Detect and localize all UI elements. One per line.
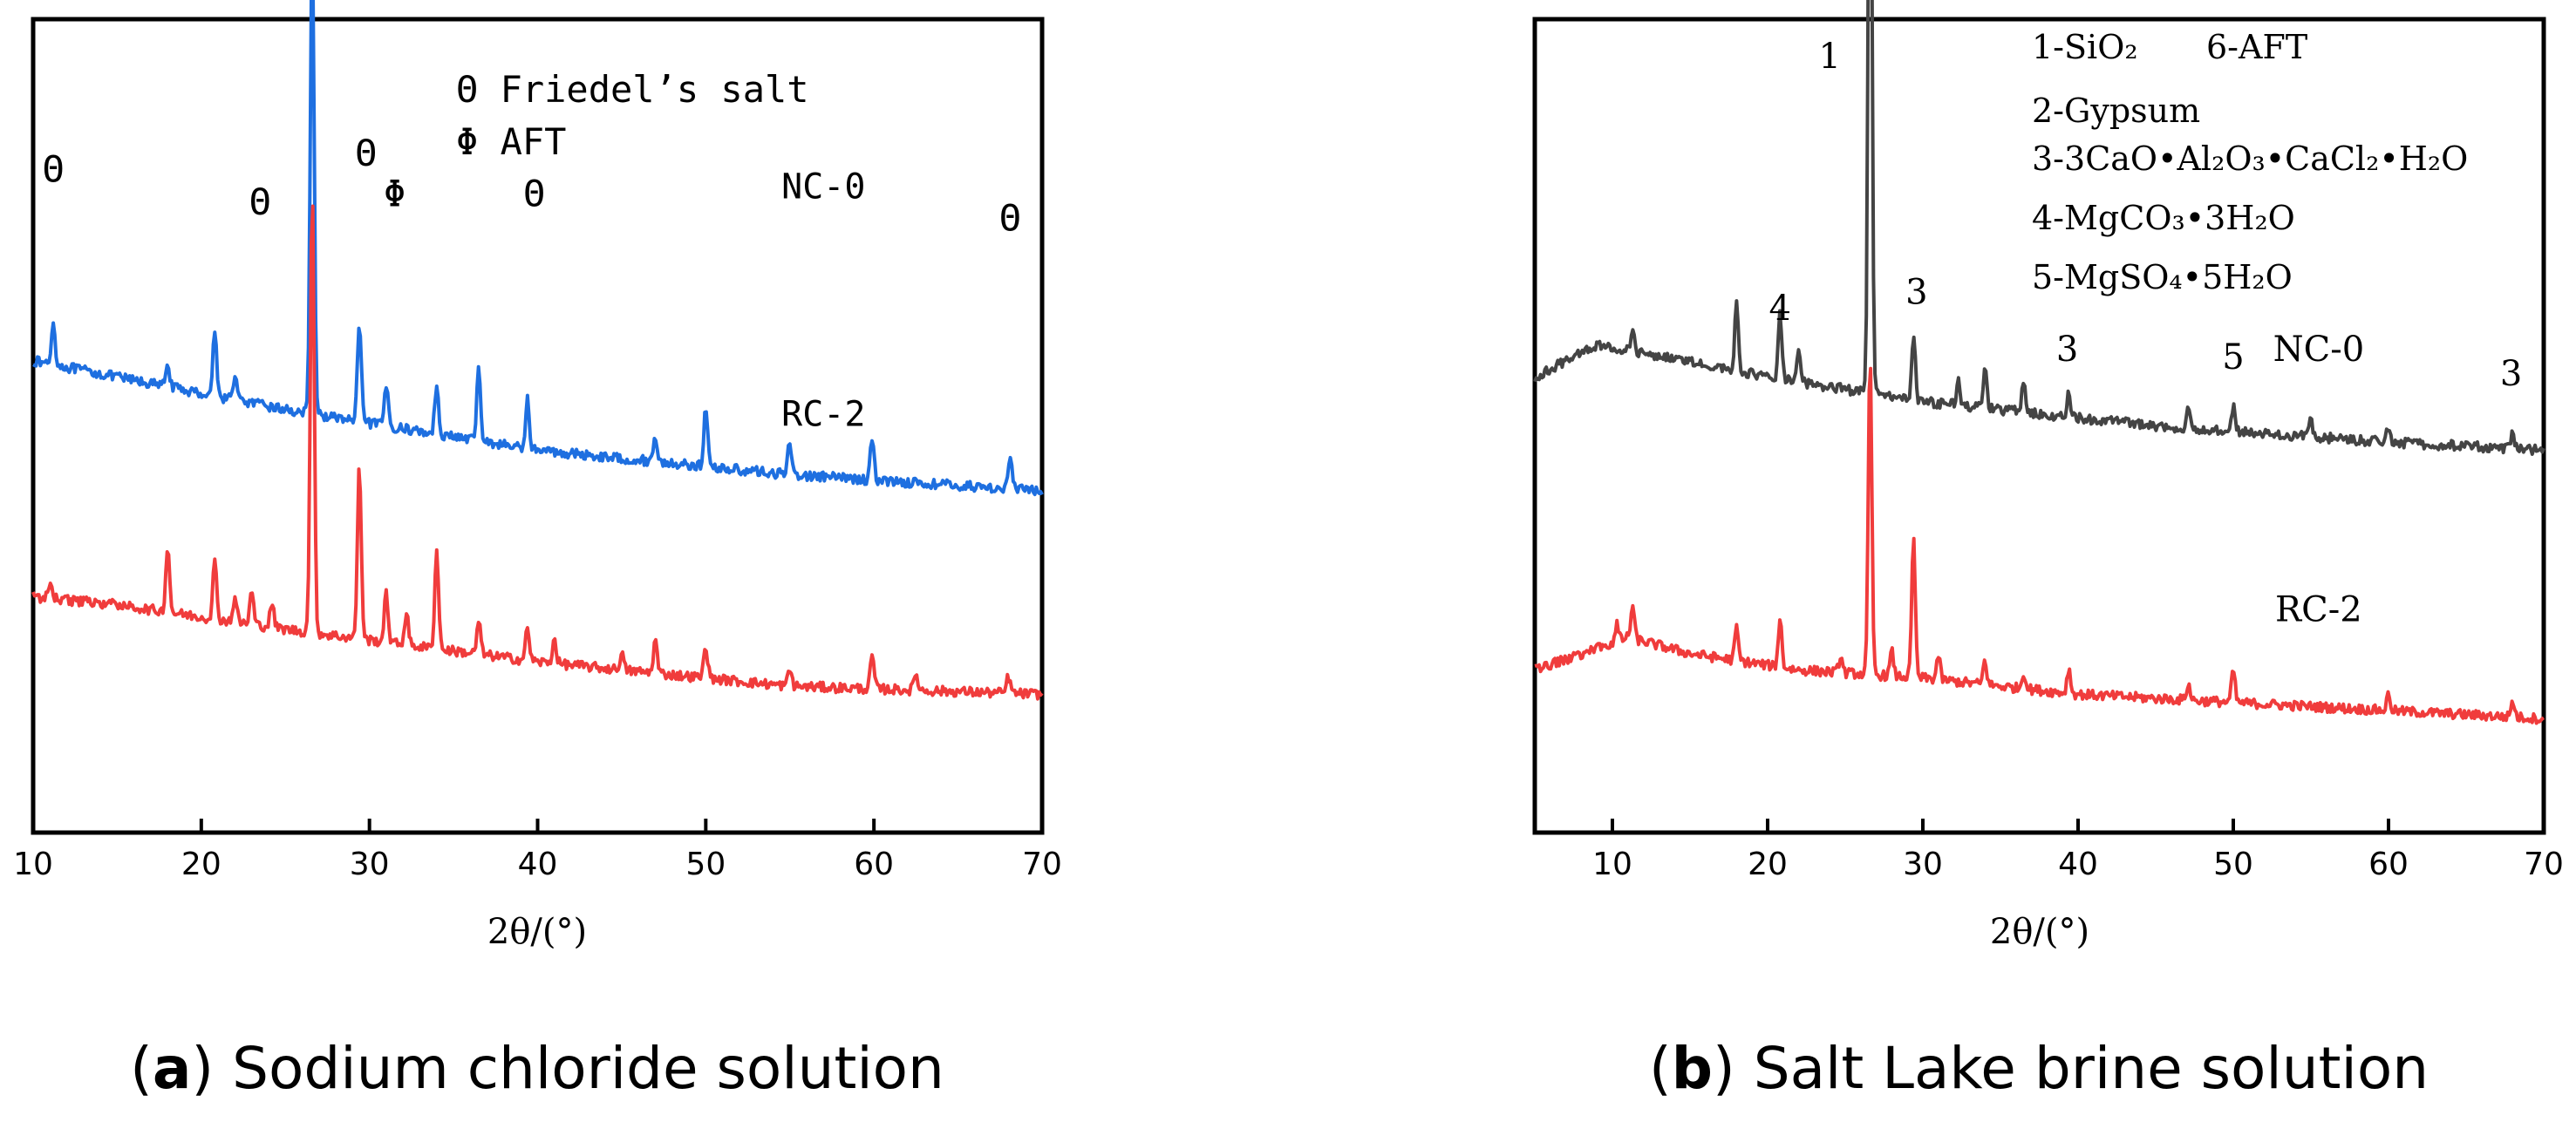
panel-b-plot-frame bbox=[1532, 17, 2546, 835]
panel-a-series-nc-0 bbox=[32, 0, 1044, 497]
panel-b-x-tick-label-0: 10 bbox=[1592, 847, 1632, 882]
panel-b-annotation-0: 1 bbox=[1818, 37, 1840, 77]
panel-b-annotation-4: 5 bbox=[2222, 337, 2244, 377]
panel-a-x-tick-label-6: 70 bbox=[1022, 847, 1062, 882]
panel-b-legend-mgso4: 5-MgSO₄•5H₂O bbox=[2032, 258, 2293, 296]
panel-a-annotation-2: Θ bbox=[355, 132, 377, 174]
panel-b-annotation-6: NC-0 bbox=[2273, 330, 2365, 370]
panel-a-x-tick-label-2: 30 bbox=[350, 847, 390, 882]
panel-a-x-tick-label-0: 10 bbox=[13, 847, 53, 882]
panel-b-x-tick-label-2: 30 bbox=[1903, 847, 1943, 882]
panel-b-x-tick-label-6: 70 bbox=[2524, 847, 2564, 882]
panel-a-annotation-0: Θ bbox=[42, 148, 64, 191]
panel-a-annotation-7: RC-2 bbox=[781, 395, 865, 435]
panel-b-x-tick-label-3: 40 bbox=[2058, 847, 2098, 882]
panel-a-legend-aft: Φ AFT bbox=[456, 120, 566, 163]
panel-b-x-ticks: 10 20 30 40 50 60 70 bbox=[1592, 819, 2564, 882]
panel-b-legend-aft: 6-AFT bbox=[2206, 28, 2307, 66]
panel-a-annotation-4: Θ bbox=[523, 173, 545, 215]
panel-a-annotation-3: Φ bbox=[384, 173, 405, 215]
panel-b-series-nc-0 bbox=[1533, 0, 2545, 456]
panel-b-x-tick-label-5: 60 bbox=[2368, 847, 2409, 882]
panel-a-series-group bbox=[31, 0, 1044, 701]
panel-b-annotation-3: 3 bbox=[2056, 330, 2078, 370]
panel-a-x-tick-label-3: 40 bbox=[518, 847, 558, 882]
panel-b-annotation-2: 3 bbox=[1905, 273, 1927, 313]
panel-a-caption-letter: a bbox=[153, 1035, 192, 1102]
panel-b-legend-friedel: 3-3CaO•Al₂O₃•CaCl₂•H₂O bbox=[2032, 139, 2468, 178]
panel-a-x-tick-label-5: 60 bbox=[854, 847, 894, 882]
panel-b-annotation-7: RC-2 bbox=[2275, 589, 2362, 629]
panel-a-x-tick-label-1: 20 bbox=[181, 847, 221, 882]
panel-b-caption-letter: b bbox=[1672, 1035, 1713, 1102]
panel-a-caption-text: Sodium chloride solution bbox=[232, 1035, 944, 1102]
panel-a-annotation-5: Θ bbox=[999, 197, 1021, 240]
panel-a-x-axis-label: 2θ/(°) bbox=[487, 912, 587, 952]
panel-b-legend-mgco3: 4-MgCO₃•3H₂O bbox=[2032, 199, 2295, 237]
panel-b-legend-gypsum: 2-Gypsum bbox=[2032, 92, 2200, 130]
panel-b-annotations: 1 4 3 3 5 3 NC-0 RC-2 bbox=[1769, 37, 2523, 629]
panel-b-x-tick-label-1: 20 bbox=[1748, 847, 1788, 882]
panel-b-series-rc-2 bbox=[1534, 366, 2545, 725]
panel-b-series-group bbox=[1533, 0, 2545, 725]
panel-a-annotation-1: Θ bbox=[249, 180, 271, 223]
panel-a-x-ticks: 10 20 30 40 50 60 70 bbox=[13, 819, 1062, 882]
panel-b-caption: (b) Salt Lake brine solution bbox=[1649, 1035, 2429, 1102]
panel-a-series-rc-2 bbox=[31, 204, 1044, 701]
panel-b-x-tick-label-4: 50 bbox=[2213, 847, 2253, 882]
panel-b-x-axis-label: 2θ/(°) bbox=[1990, 912, 2089, 952]
panel-b-legend-sio2: 1-SiO₂ bbox=[2032, 28, 2138, 66]
panel-b-annotation-1: 4 bbox=[1769, 289, 1791, 329]
panel-b-caption-text: Salt Lake brine solution bbox=[1754, 1035, 2429, 1102]
panel-a-legend-friedel: Θ Friedel’s salt bbox=[456, 68, 809, 111]
panel-b-chart: 10 20 30 40 50 60 70 1 4 3 3 5 3 NC-0 RC-2 1-SiO₂ 6-A… bbox=[1532, 0, 2564, 1102]
panel-a-annotation-6: NC-0 bbox=[781, 167, 865, 207]
panel-a-x-tick-label-4: 50 bbox=[685, 847, 726, 882]
panel-a-caption: (a) Sodium chloride solution bbox=[130, 1035, 944, 1102]
panel-b-annotation-5: 3 bbox=[2500, 354, 2522, 394]
